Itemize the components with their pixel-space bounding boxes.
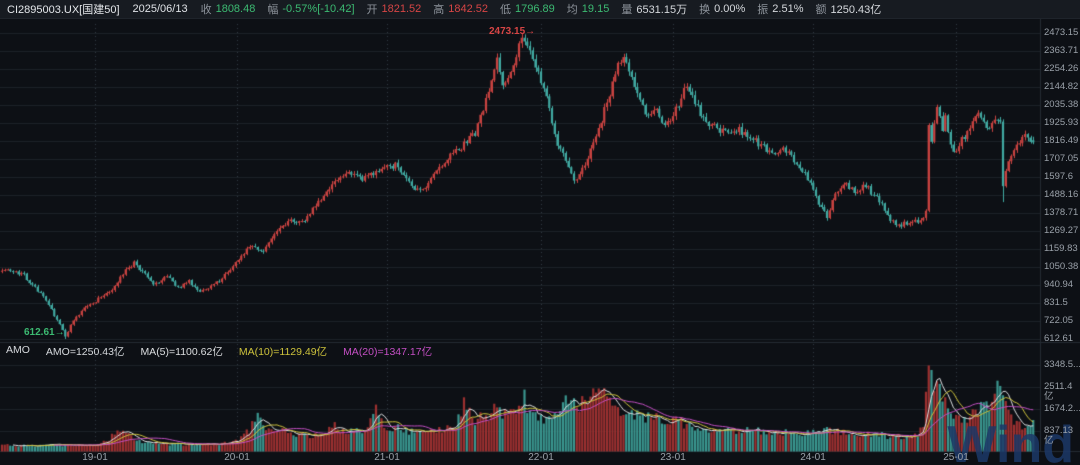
time-tick-label: 21-01 xyxy=(374,452,400,463)
amo-legend-item: AMO xyxy=(6,344,30,356)
quote-field: 换 0.00% xyxy=(699,1,745,17)
quote-field: 额 1250.43亿 xyxy=(816,1,882,17)
quote-field: 振 2.51% xyxy=(757,1,803,17)
quote-field-value: 1250.43亿 xyxy=(830,4,882,16)
quote-field: 高 1842.52 xyxy=(433,1,488,17)
status-bar: CI2895003.UX[国建50] 2025/06/13 收 1808.48 幅 -… xyxy=(0,0,1080,19)
quote-field-label: 幅 xyxy=(267,4,279,16)
price-tick-label: 2473.15 xyxy=(1044,27,1079,38)
quote-field: 开 1821.52 xyxy=(367,1,422,17)
quote-field: 量 6531.15万 xyxy=(621,1,687,17)
time-tick-label: 20-01 xyxy=(224,452,250,463)
quote-field-label: 均 xyxy=(566,4,578,16)
quote-field-value: 19.15 xyxy=(581,3,610,15)
amo-legend-item: AMO=1250.43亿 xyxy=(45,346,125,358)
amo-legend-item: MA(10)=1129.49亿 xyxy=(238,346,328,358)
amo-legend-item: MA(20)=1347.17亿 xyxy=(343,346,433,358)
quote-field-value: 6531.15万 xyxy=(636,4,688,16)
all-time-high-annotation: 2473.15→ xyxy=(489,26,536,37)
quote-field-value: 1842.52 xyxy=(448,3,489,15)
price-tick-label: 1050.38 xyxy=(1044,261,1079,272)
amo-legend-item: MA(5)=1100.62亿 xyxy=(140,346,223,358)
price-tick-label: 2363.71 xyxy=(1044,45,1079,56)
volume-tick-label: 1674.2... xyxy=(1044,402,1080,414)
price-tick-label: 1707.05 xyxy=(1044,153,1079,164)
time-tick-label: 24-01 xyxy=(800,452,826,463)
volume-tick-label: 2511.4亿 xyxy=(1044,381,1073,403)
price-tick-label: 722.05 xyxy=(1044,315,1074,326)
quote-field-value: 2.51% xyxy=(772,3,804,15)
quote-field-label: 量 xyxy=(621,4,633,16)
all-time-low-annotation: 612.61→ xyxy=(24,327,65,338)
price-tick-label: 2144.82 xyxy=(1044,81,1079,92)
quote-field-label: 低 xyxy=(500,4,512,16)
quote-field-value: 1796.89 xyxy=(515,3,555,15)
quote-field-value: 1808.48 xyxy=(215,3,256,15)
time-tick-label: 19-01 xyxy=(82,452,108,463)
time-tick-label: 22-01 xyxy=(528,452,554,463)
price-tick-label: 1269.27 xyxy=(1044,225,1079,236)
price-tick-label: 1488.16 xyxy=(1044,189,1079,200)
price-tick-label: 1159.83 xyxy=(1044,243,1078,254)
quote-field-label: 换 xyxy=(699,4,711,16)
quote-fields: 收 1808.48 幅 -0.57%[-10.42] 开 1821.52 高 1842.52 低… xyxy=(201,1,882,17)
quote-field-label: 收 xyxy=(200,4,212,16)
amo-indicator-legend: AMO AMO=1250.43亿 MA(5)=1100.62亿 MA(10)=1129… xyxy=(6,344,432,359)
price-tick-label: 940.94 xyxy=(1044,279,1074,290)
price-tick-label: 1378.71 xyxy=(1044,207,1079,218)
quote-field-value: 0.00% xyxy=(714,3,746,15)
quote-field: 均 19.15 xyxy=(567,1,610,17)
wind-watermark: Wind xyxy=(947,416,1074,465)
volume-tick-label: 837.13亿 xyxy=(1044,424,1074,446)
symbol-name: CI2895003.UX[国建50] xyxy=(7,4,120,16)
quote-field-label: 振 xyxy=(757,4,769,16)
quote-field-label: 高 xyxy=(433,4,445,16)
price-tick-label: 2035.38 xyxy=(1044,99,1079,110)
price-tick-label: 831.5 xyxy=(1044,297,1068,308)
quote-date: 2025/06/13 xyxy=(132,3,188,15)
price-tick-label: 612.61 xyxy=(1044,333,1074,344)
candlestick-volume-chart-canvas[interactable] xyxy=(0,19,1080,465)
quote-field-label: 额 xyxy=(815,4,827,16)
price-tick-label: 2254.26 xyxy=(1044,63,1079,74)
quote-field-label: 开 xyxy=(366,4,378,16)
time-tick-label: 25-01 xyxy=(943,452,969,463)
volume-tick-label: 3348.5... xyxy=(1044,359,1080,371)
quote-field: 幅 -0.57%[-10.42] xyxy=(267,1,354,17)
price-tick-label: 1925.93 xyxy=(1044,117,1079,128)
price-tick-label: 1816.49 xyxy=(1044,135,1079,146)
quote-field: 低 1796.89 xyxy=(500,1,555,17)
time-tick-label: 23-01 xyxy=(660,452,686,463)
quote-field-value: 1821.52 xyxy=(381,3,422,15)
price-tick-label: 1597.6 xyxy=(1044,171,1074,182)
quote-field: 收 1808.48 xyxy=(201,1,256,17)
quote-field-value: -0.57%[-10.42] xyxy=(282,3,355,15)
